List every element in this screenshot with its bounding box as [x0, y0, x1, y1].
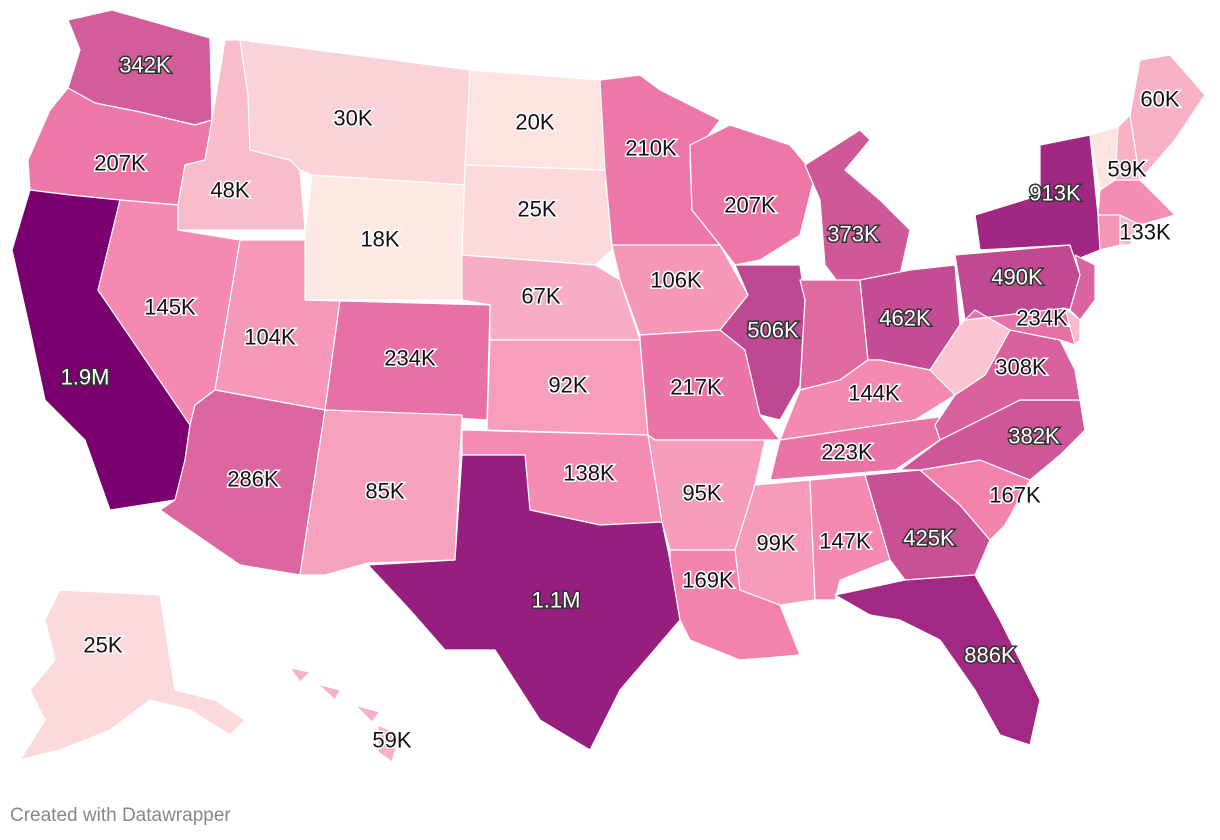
state-label-sd: 25K: [517, 197, 556, 222]
map-canvas: 342K 207K 1.9M 48K 145K 30K 18K 104K 286K 234K 85K…: [11, 9, 1206, 763]
state-label-oh: 462K: [879, 306, 931, 331]
state-label-va: 308K: [995, 355, 1047, 380]
state-label-id: 48K: [210, 178, 249, 203]
state-tx[interactable]: [367, 454, 681, 751]
datawrapper-credit: Created with Datawrapper: [10, 805, 231, 826]
state-label-ma: 133K: [1119, 220, 1171, 245]
state-label-il: 506K: [747, 318, 799, 343]
labels-layer: 342K 207K 1.9M 48K 145K 30K 18K 104K 286K 234K 85K…: [59, 51, 1181, 754]
state-label-ms: 99K: [756, 531, 795, 556]
state-label-la: 169K: [682, 568, 734, 593]
state-label-mt: 30K: [333, 106, 372, 131]
state-label-hi: 59K: [372, 728, 411, 753]
state-label-nc: 382K: [1008, 424, 1060, 449]
state-label-ok: 138K: [563, 461, 615, 486]
state-label-ne: 67K: [521, 284, 560, 309]
state-label-ak: 25K: [83, 633, 122, 658]
state-label-az: 286K: [227, 467, 279, 492]
state-label-sc: 167K: [989, 483, 1041, 508]
state-label-wi: 207K: [724, 193, 776, 218]
state-sd[interactable]: [461, 164, 613, 266]
state-label-ar: 95K: [682, 481, 721, 506]
state-fl[interactable]: [834, 574, 1041, 746]
state-label-nv: 145K: [144, 295, 196, 320]
state-wi[interactable]: [689, 124, 816, 266]
state-label-ny: 913K: [1029, 181, 1081, 206]
state-label-wa: 342K: [119, 53, 171, 78]
state-label-mn: 210K: [625, 136, 677, 161]
state-wy[interactable]: [304, 174, 466, 301]
state-hi[interactable]: [289, 667, 401, 763]
state-de[interactable]: [1064, 307, 1081, 346]
state-label-co: 234K: [384, 346, 436, 371]
state-label-or: 207K: [94, 151, 146, 176]
state-label-fl: 886K: [964, 643, 1016, 668]
state-label-nh: 59K: [1107, 157, 1146, 182]
state-label-mo: 217K: [670, 375, 722, 400]
state-nm[interactable]: [299, 409, 463, 576]
state-label-nd: 20K: [515, 110, 554, 135]
state-label-ca: 1.9M: [61, 365, 110, 390]
state-label-ga: 425K: [903, 526, 955, 551]
us-choropleth-map: 342K 207K 1.9M 48K 145K 30K 18K 104K 286K 234K 85K…: [11, 9, 1206, 763]
state-label-md: 234K: [1016, 306, 1068, 331]
state-label-mi: 373K: [827, 222, 879, 247]
state-label-me: 60K: [1140, 87, 1179, 112]
state-label-ks: 92K: [548, 373, 587, 398]
states-layer: [11, 9, 1206, 763]
state-label-pa: 490K: [991, 265, 1043, 290]
state-ak[interactable]: [19, 589, 246, 761]
state-ri[interactable]: [1119, 214, 1141, 246]
state-label-tn: 223K: [821, 440, 873, 465]
state-label-nm: 85K: [365, 479, 404, 504]
state-mi[interactable]: [804, 129, 911, 286]
state-label-ky: 144K: [848, 381, 900, 406]
state-ct[interactable]: [1097, 214, 1121, 251]
state-label-ia: 106K: [650, 268, 702, 293]
state-label-tx: 1.1M: [532, 588, 581, 613]
state-label-al: 147K: [819, 529, 871, 554]
state-label-ut: 104K: [244, 325, 296, 350]
state-label-wy: 18K: [360, 227, 399, 252]
